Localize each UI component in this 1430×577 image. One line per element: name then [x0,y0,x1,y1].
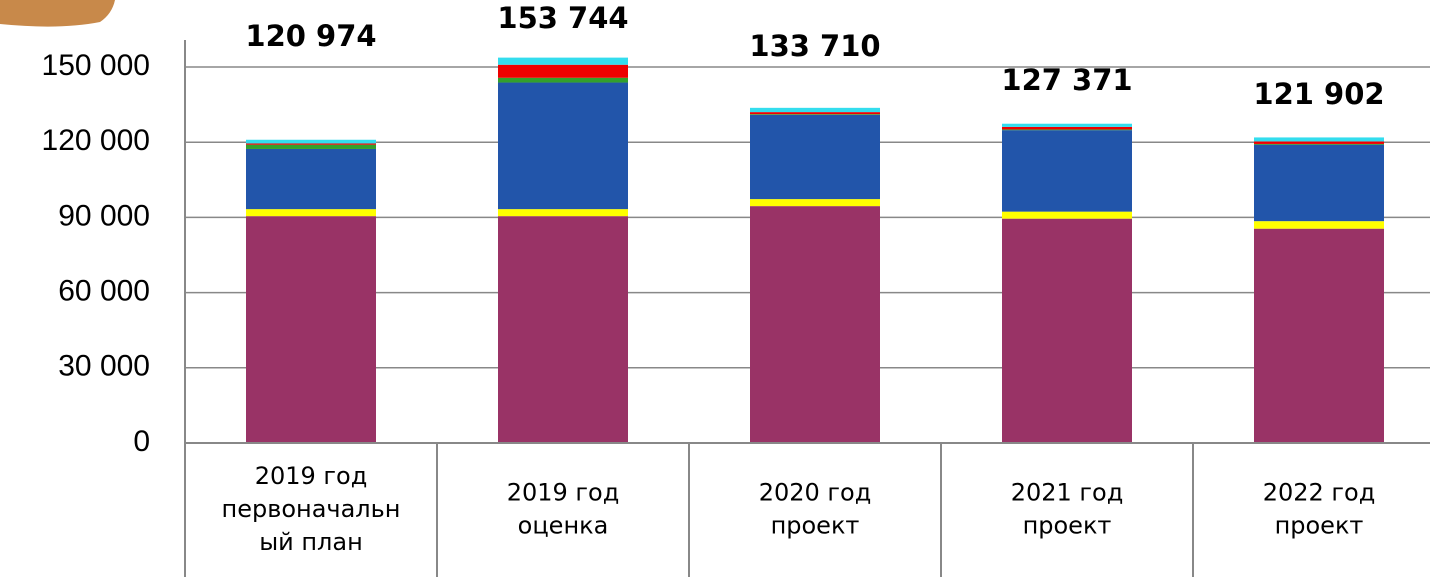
bar-segment [1002,127,1132,130]
bar-segment [1002,219,1132,443]
bar-segment [498,209,628,216]
bar-segment [750,199,880,206]
bar-segment [246,216,376,443]
x-tick-label: 2019 год [507,479,620,507]
bar-segment [246,149,376,209]
total-label: 133 710 [749,29,880,63]
x-tick-label: проект [1023,512,1112,540]
bar-segment [1254,221,1384,229]
x-tick-label: 2019 год [255,462,368,490]
y-tick-label: 120 000 [42,124,150,157]
bar-segment [750,108,880,112]
bar-segment [498,58,628,65]
chart: 0 30 000 60 000 90 000 120 000 150 000 2019 го… [0,0,1430,577]
bar-segment [246,140,376,144]
y-tick-label: 60 000 [58,275,150,308]
bar-segment [498,83,628,210]
bar-segment [246,209,376,216]
bar-segment [1254,141,1384,144]
x-tick-label: оценка [518,512,609,540]
x-tick-label: проект [771,512,860,540]
bar-segment [1002,124,1132,127]
bar-segment [1254,137,1384,141]
y-tick-label: 30 000 [58,350,150,383]
bar-segment [1254,144,1384,145]
total-label: 153 744 [497,1,628,35]
bar-segment [498,216,628,443]
bar-segment [1254,229,1384,443]
y-tick-label: 90 000 [58,199,150,232]
decoration [0,0,115,27]
bar-segment [750,112,880,114]
bar-segment [1002,130,1132,211]
x-tick-label: 2020 год [759,479,872,507]
bar-segment [498,65,628,78]
bar-segment [750,114,880,115]
bar-segment [1254,145,1384,221]
bar-segment [498,78,628,83]
total-label: 127 371 [1001,63,1132,97]
bar-segment [750,115,880,199]
x-tick-label: ый план [259,528,363,556]
y-tick-label: 150 000 [42,49,150,82]
y-tick-label: 0 [133,425,150,458]
x-tick-label: проект [1275,512,1364,540]
bar-segment [1002,212,1132,219]
bar-segment [1002,129,1132,130]
bar-segment [246,145,376,149]
total-label: 120 974 [245,19,376,53]
bar-segment [750,206,880,443]
total-label: 121 902 [1253,77,1384,111]
x-tick-label: 2022 год [1263,479,1376,507]
x-tick-label: 2021 год [1011,479,1124,507]
bar-segment [246,143,376,144]
x-tick-label: первоначальн [222,495,401,523]
